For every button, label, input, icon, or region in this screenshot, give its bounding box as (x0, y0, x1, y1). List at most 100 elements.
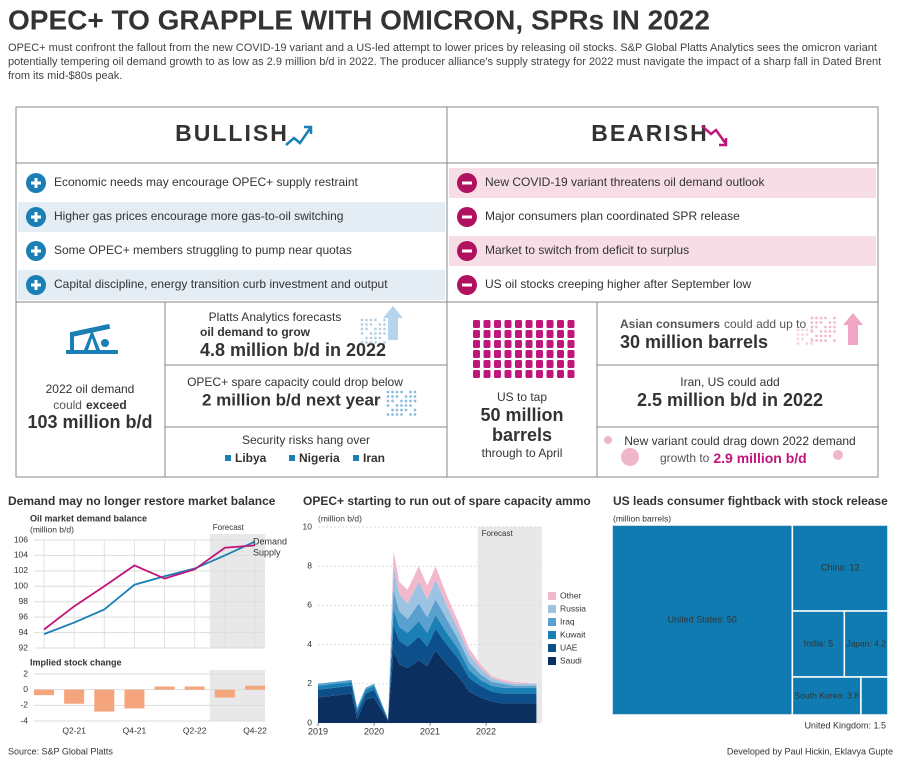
asia-dot (801, 328, 804, 332)
capacity-dot (400, 408, 403, 412)
page-title: OPEC+ TO GRAPPLE WITH OMICRON, SPRs IN 2… (8, 4, 710, 35)
stat-text: 2022 oil demand (46, 382, 135, 396)
barrel-icon (525, 320, 533, 328)
barrel-icon (515, 360, 522, 368)
asia-dot (824, 316, 827, 320)
stat-text: Iran, US could add (680, 375, 779, 389)
barrel-icon (567, 370, 575, 378)
icon-bar (462, 181, 472, 185)
asia-dot (801, 337, 804, 341)
barrel-icon (473, 330, 480, 338)
bar (214, 689, 235, 698)
y-tick-label: 4 (307, 639, 312, 649)
item-text: US oil stocks creeping higher after Sept… (485, 277, 751, 291)
stat-highlight: 50 million (480, 405, 563, 425)
unit-label: (million b/d) (318, 513, 362, 523)
barrel-icon (536, 370, 543, 378)
stat-text: Asian consumers could add up to (620, 317, 806, 331)
barrel-icon (525, 350, 533, 358)
asia-dot (828, 325, 832, 329)
barrel-icon (515, 320, 522, 328)
legend-swatch (548, 631, 556, 639)
icon-bar (34, 280, 38, 290)
barrel-icon (536, 330, 543, 338)
y-tick-label: 94 (19, 627, 29, 637)
country-label: Libya (235, 451, 267, 465)
chart-title: OPEC+ starting to run out of spare capac… (303, 494, 591, 508)
cell-label: India: 5 (804, 638, 834, 648)
y-tick-label: 10 (303, 521, 313, 531)
asia-dot (833, 325, 836, 329)
asia-dot (805, 333, 809, 336)
item-text: Higher gas prices encourage more gas-to-… (54, 209, 343, 223)
stat-text: OPEC+ spare capacity could drop below (187, 375, 403, 389)
stat-text: could exceed (53, 398, 126, 412)
asia-dot (824, 339, 827, 342)
asia-dot (833, 339, 836, 342)
asia-dot (819, 316, 823, 320)
annotation: Forecast (213, 523, 245, 532)
treemap-cell (791, 524, 889, 612)
stat-text-run: Asian consumers (620, 317, 720, 331)
legend-swatch (548, 657, 556, 665)
barrel-icon (525, 330, 533, 338)
y-tick-label: 102 (14, 565, 28, 575)
asia-dot (810, 328, 813, 332)
forecast-dot (365, 327, 368, 331)
chart-title: Implied stock change (30, 657, 122, 667)
barrel-icon (546, 320, 554, 328)
legend-label: Russia (560, 603, 586, 613)
y-tick-label: 106 (14, 534, 28, 544)
cell-label: China: 12 (821, 562, 860, 572)
asia-dot (805, 328, 809, 332)
down-arrow-icon (701, 125, 728, 147)
stat-text: New variant could drag down 2022 demand (624, 434, 855, 448)
capacity-dot (413, 390, 417, 394)
subtitle: OPEC+ must confront the fallout from the… (8, 42, 882, 82)
stat-highlight: 30 million barrels (620, 332, 768, 352)
barrel-icon (525, 340, 533, 348)
asia-dot (828, 321, 832, 324)
stat-text: Platts Analytics forecasts (209, 310, 342, 324)
forecast-dot (383, 318, 386, 322)
forecast-dot (374, 332, 377, 335)
treemap-cell (791, 610, 846, 678)
stat-highlight: 4.8 million b/d in 2022 (200, 340, 386, 360)
arrow-icon (843, 313, 863, 345)
forecast-dot (360, 332, 364, 335)
y-tick-label: 2 (23, 668, 28, 678)
asia-dot (833, 321, 836, 324)
barrel-icon (515, 350, 522, 358)
barrel-icon (515, 370, 522, 378)
forecast-dot (383, 341, 386, 344)
stat-bold: oil demand to grow (200, 325, 311, 339)
forecast-dot (383, 323, 386, 326)
country-label: Iran (363, 451, 385, 465)
y-tick-label: 8 (307, 560, 312, 570)
icon-bar (462, 249, 472, 253)
barrel-icon (546, 330, 554, 338)
stat-text: Security risks hang over (242, 433, 370, 447)
item-text: Economic needs may encourage OPEC+ suppl… (54, 175, 358, 189)
y-tick-label: 92 (19, 642, 29, 652)
barrel-icon (525, 360, 533, 368)
capacity-dot (391, 408, 394, 412)
forecast-dot (365, 336, 368, 340)
stat-text: through to April (482, 446, 563, 460)
data-line (43, 544, 256, 631)
asia-dot (824, 334, 827, 338)
forecast-dot (369, 336, 373, 340)
forecast-dot (374, 336, 377, 340)
barrel-icon (567, 350, 575, 358)
icon-bar (34, 212, 38, 222)
stat-highlight: 103 million b/d (27, 412, 152, 432)
area (318, 650, 537, 723)
item-text: New COVID-19 variant threatens oil deman… (485, 175, 765, 189)
capacity-dot (404, 395, 408, 398)
forecast-dot (383, 332, 386, 335)
capacity-dot (391, 413, 394, 416)
item-text: Capital discipline, energy transition cu… (54, 277, 388, 291)
forecast-dot (365, 341, 368, 344)
capacity-dot (413, 408, 417, 412)
